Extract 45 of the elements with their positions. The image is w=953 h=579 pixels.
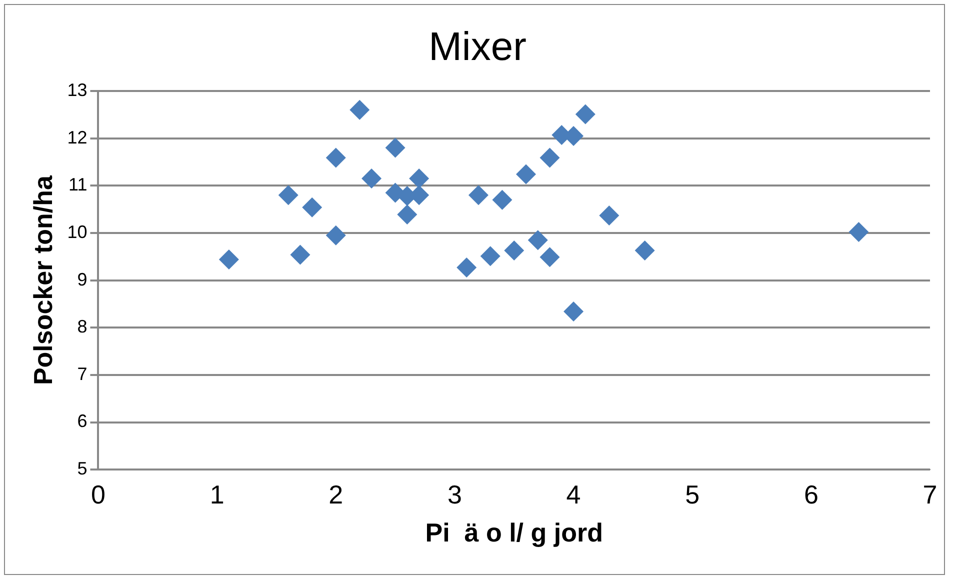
x-tick-label: 1 — [210, 479, 224, 510]
point — [540, 148, 560, 168]
point — [575, 104, 596, 124]
y-tick-label: 13 — [67, 80, 88, 100]
point — [278, 185, 298, 206]
point — [326, 225, 346, 246]
y-tick-label: 9 — [77, 269, 88, 290]
y-tick-label: 10 — [67, 222, 88, 242]
point — [468, 185, 488, 206]
y-tick-label: 5 — [77, 458, 88, 479]
y-tick-label: 11 — [68, 174, 88, 195]
y-tick-label: 8 — [77, 316, 88, 337]
point — [599, 205, 620, 226]
point — [480, 246, 500, 266]
point — [540, 247, 560, 268]
point — [362, 168, 382, 189]
point — [302, 197, 322, 218]
x-tick-label: 3 — [447, 479, 462, 510]
x-tick-label: 6 — [804, 479, 818, 510]
y-tick-label: 7 — [77, 364, 88, 384]
y-tick-label: 12 — [67, 127, 88, 148]
point — [528, 230, 548, 250]
x-tick-label: 7 — [922, 479, 938, 510]
point — [456, 258, 477, 278]
point — [350, 100, 370, 120]
point — [397, 204, 418, 225]
point — [504, 240, 524, 260]
point — [516, 164, 536, 184]
point — [492, 190, 512, 210]
chart-title: Mixer — [428, 25, 526, 70]
x-tick-label: 2 — [328, 479, 344, 510]
point — [290, 244, 310, 265]
y-tick-label: 6 — [77, 411, 88, 432]
point — [385, 138, 406, 158]
point — [409, 168, 430, 189]
x-tick-label: 0 — [90, 479, 106, 510]
x-tick-label: 5 — [685, 479, 700, 510]
x-axis-title: Pi ä o l/ g jord — [425, 518, 603, 548]
y-axis-title: Polsocker ton/ha — [28, 175, 58, 386]
point — [634, 240, 655, 260]
point — [218, 249, 239, 270]
point — [848, 222, 869, 242]
x-tick-label: 4 — [566, 479, 581, 510]
point — [326, 148, 346, 168]
point — [564, 302, 584, 322]
